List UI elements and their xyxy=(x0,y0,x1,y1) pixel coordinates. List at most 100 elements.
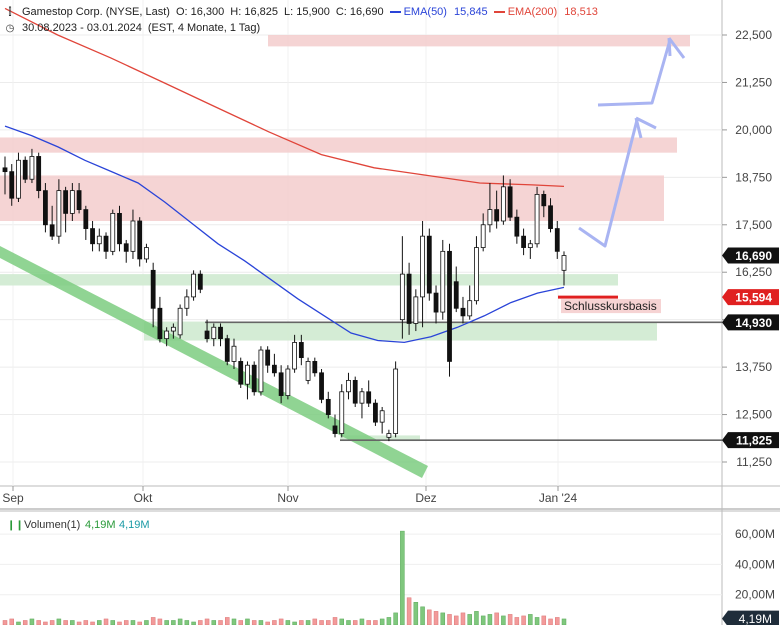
volume-bar xyxy=(386,617,392,625)
candle-body xyxy=(177,307,183,336)
volume-bar xyxy=(130,620,136,625)
chart-header: ⫿ Gamestop Corp. (NYSE, Last) O: 16,300 … xyxy=(4,4,604,36)
volume-bar xyxy=(555,617,560,625)
volume-bar xyxy=(339,618,344,625)
volume-bar xyxy=(2,620,8,625)
volume-bar xyxy=(56,618,62,625)
candle-body xyxy=(312,361,318,374)
candle-body xyxy=(420,235,425,298)
ema50-label: EMA(50) xyxy=(403,6,447,18)
volume-bar xyxy=(49,620,55,625)
volume-bar xyxy=(272,620,277,625)
candle-body xyxy=(527,243,533,248)
resistance-zone xyxy=(268,35,690,47)
support-zone xyxy=(340,435,420,442)
price-badge-label: 15,594 xyxy=(735,291,772,305)
candle-body xyxy=(413,296,419,324)
candle-body xyxy=(164,330,170,340)
candle-body xyxy=(500,186,506,222)
volume-bar xyxy=(447,614,452,625)
candle-body xyxy=(238,361,244,385)
candle-body xyxy=(453,281,459,309)
y-tick-label: 21,250 xyxy=(735,75,772,89)
candle-body xyxy=(218,326,223,340)
candle-body xyxy=(191,273,196,298)
price-badge-shape xyxy=(722,247,779,264)
range-info: (EST, 4 Monate, 1 Tag) xyxy=(147,22,261,34)
candle-body xyxy=(103,235,109,252)
candle-body xyxy=(406,273,412,324)
candle-body xyxy=(224,338,230,362)
volume-bar xyxy=(507,614,513,625)
volume-bar xyxy=(413,602,419,625)
price-badge: 15,594 xyxy=(722,289,779,306)
volume-current-label: 4,19M xyxy=(739,612,772,625)
open-value: O: 16,300 xyxy=(175,6,225,18)
candle-body xyxy=(69,190,75,214)
candle-body xyxy=(325,398,331,415)
volume-bar xyxy=(460,612,466,625)
volume-bar xyxy=(258,620,264,625)
candle-body xyxy=(554,228,560,252)
price-badge-shape xyxy=(722,432,779,449)
volume-bar xyxy=(514,617,520,625)
volume-bar xyxy=(541,615,547,625)
ema50-legend[interactable]: EMA(50) 15,845 xyxy=(389,6,488,18)
volume-bar xyxy=(299,620,304,625)
support-zone xyxy=(144,321,657,341)
candle-body xyxy=(494,209,500,222)
volume-bar xyxy=(144,620,149,625)
volume-current-badge xyxy=(722,610,779,625)
volume-bar xyxy=(36,620,41,625)
candle-body xyxy=(433,292,439,313)
candle-body xyxy=(63,190,69,214)
volume-bar xyxy=(319,620,324,625)
volume-bar xyxy=(548,618,553,625)
volume-bar xyxy=(177,618,183,625)
price-badge: 11,825 xyxy=(722,432,779,449)
volume-bar xyxy=(245,618,250,625)
volume-bar xyxy=(346,620,351,625)
volume-bar xyxy=(440,612,446,625)
candle-body xyxy=(332,425,338,434)
candle-body xyxy=(440,250,446,313)
volume-tick-label: 40,00M xyxy=(735,557,775,571)
candle-body xyxy=(130,220,136,252)
candle-body xyxy=(258,349,264,393)
volume-bar xyxy=(332,617,338,625)
volume-bar xyxy=(285,620,291,625)
candle-body xyxy=(298,342,304,359)
ema200-legend[interactable]: EMA(200) 18,513 xyxy=(493,6,598,18)
candle-body xyxy=(285,368,291,396)
candle-body xyxy=(514,216,520,237)
volume-bar xyxy=(231,618,237,625)
candle-body xyxy=(251,364,257,393)
clock-icon[interactable]: ◷ xyxy=(5,22,15,34)
volume-bar xyxy=(123,620,129,625)
header-line-1: ⫿ Gamestop Corp. (NYSE, Last) O: 16,300 … xyxy=(4,4,604,20)
candle-body xyxy=(379,410,385,423)
volume-bar xyxy=(474,611,479,625)
candle-body xyxy=(278,372,284,396)
header-line-2: ◷ 30.08.2023 - 03.01.2024 (EST, 4 Monate… xyxy=(4,20,604,36)
x-tick-label: Nov xyxy=(277,491,298,505)
y-tick-label: 20,000 xyxy=(735,123,772,137)
volume-bar xyxy=(420,606,425,625)
candle-body xyxy=(110,212,116,252)
volume-bar xyxy=(528,614,533,625)
volume-bar xyxy=(97,620,102,625)
candle-body xyxy=(265,349,271,366)
chart-type-icon[interactable]: ⫿ xyxy=(8,6,12,18)
downtrend-channel xyxy=(0,246,428,478)
candle-body xyxy=(541,194,547,207)
volume-bar xyxy=(9,618,14,625)
candle-body xyxy=(144,247,149,260)
volume-bar xyxy=(29,618,35,625)
candle-body xyxy=(521,235,526,248)
volume-bar xyxy=(292,621,297,625)
candle-body xyxy=(426,235,432,294)
candle-body xyxy=(211,326,217,340)
annotation-label: Schlusskursbasis xyxy=(564,299,657,313)
candle-body xyxy=(467,300,473,317)
